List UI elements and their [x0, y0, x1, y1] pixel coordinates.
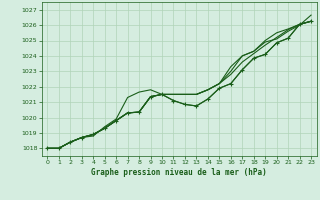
X-axis label: Graphe pression niveau de la mer (hPa): Graphe pression niveau de la mer (hPa)	[91, 168, 267, 177]
